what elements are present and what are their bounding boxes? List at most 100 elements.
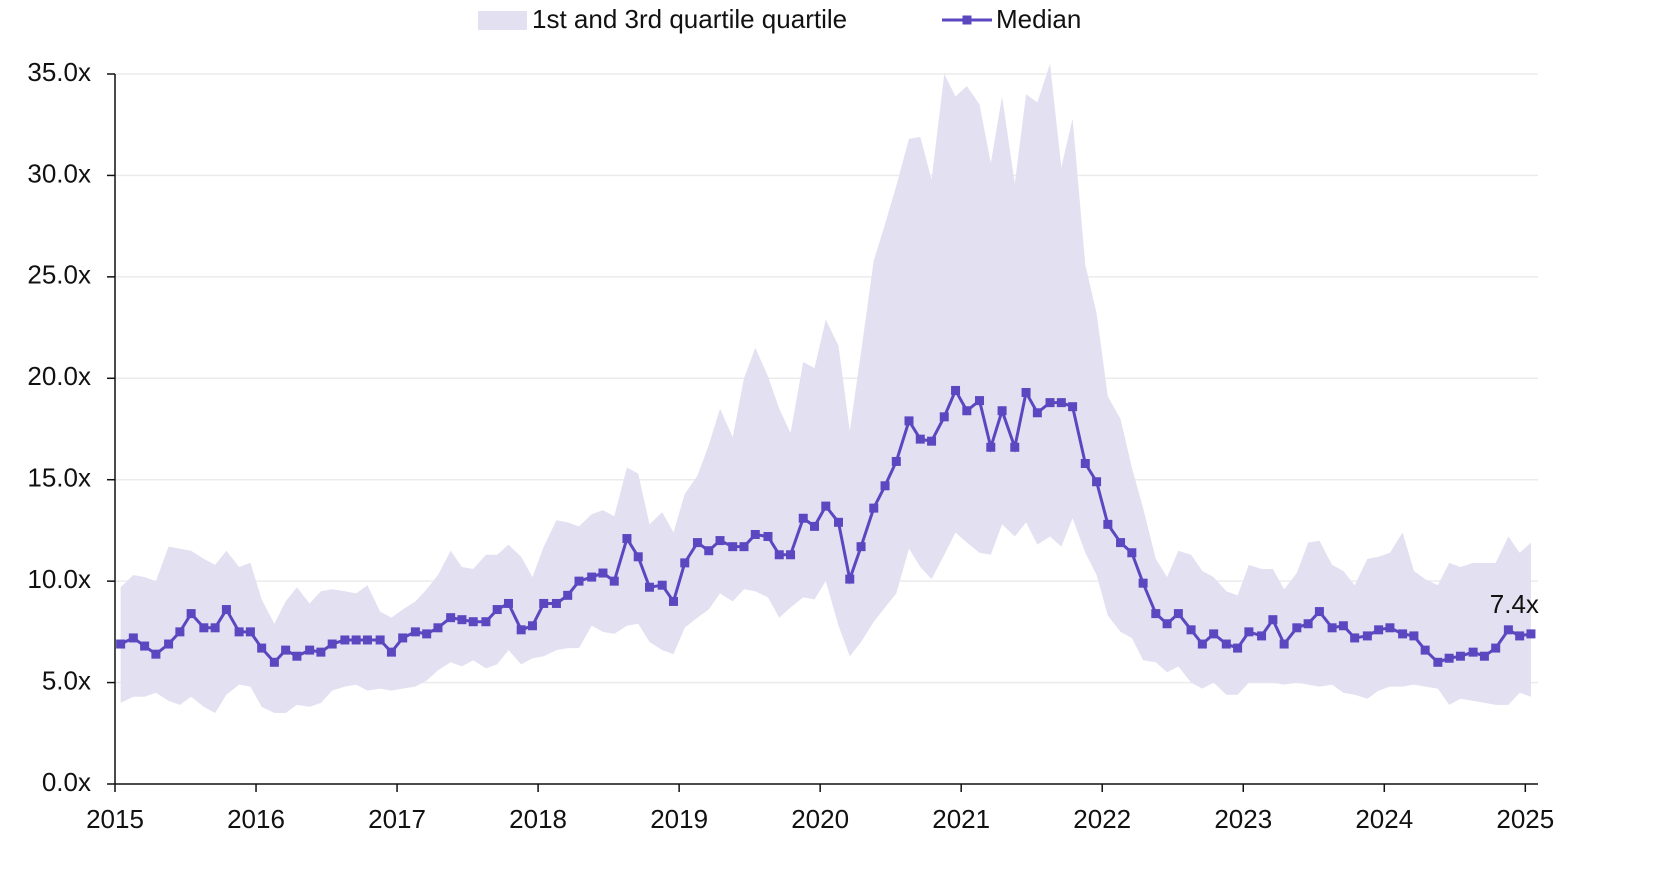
- median-marker: [527, 621, 537, 631]
- median-marker: [1244, 627, 1254, 637]
- median-marker: [1479, 651, 1489, 661]
- median-marker: [492, 605, 502, 615]
- median-marker: [704, 546, 714, 556]
- median-marker: [164, 639, 174, 649]
- median-marker: [539, 598, 549, 608]
- x-tick-label: 2021: [932, 804, 990, 834]
- median-marker: [398, 633, 408, 643]
- median-marker: [481, 617, 491, 627]
- median-marker: [1151, 609, 1161, 619]
- median-marker: [340, 635, 350, 645]
- median-marker: [657, 580, 667, 590]
- median-marker: [375, 635, 385, 645]
- median-marker: [1350, 633, 1360, 643]
- median-marker: [1233, 643, 1243, 653]
- median-marker: [739, 542, 749, 552]
- median-marker: [269, 657, 279, 667]
- median-marker: [728, 542, 738, 552]
- median-marker: [1021, 387, 1031, 397]
- median-marker: [927, 436, 937, 446]
- median-marker: [221, 605, 231, 615]
- median-marker: [1433, 657, 1443, 667]
- median-marker: [986, 442, 996, 452]
- median-marker: [1068, 402, 1078, 412]
- median-marker: [1138, 578, 1148, 588]
- median-marker: [810, 521, 820, 531]
- median-marker: [904, 416, 914, 426]
- median-marker: [915, 434, 925, 444]
- y-tick-label: 25.0x: [27, 260, 91, 290]
- legend-label: Median: [996, 4, 1081, 34]
- median-marker: [1279, 639, 1289, 649]
- median-marker: [763, 532, 773, 542]
- median-marker: [880, 481, 890, 491]
- median-marker: [210, 623, 220, 633]
- median-marker: [750, 529, 760, 539]
- median-marker: [587, 572, 597, 582]
- median-marker: [1221, 639, 1231, 649]
- median-marker: [1056, 398, 1066, 408]
- median-marker: [997, 406, 1007, 416]
- median-marker: [362, 635, 372, 645]
- median-marker: [234, 627, 244, 637]
- median-marker: [1503, 625, 1513, 635]
- x-tick-label: 2020: [791, 804, 849, 834]
- median-marker: [1526, 629, 1536, 639]
- median-marker: [1162, 619, 1172, 629]
- x-tick-label: 2015: [86, 804, 144, 834]
- median-marker: [869, 503, 879, 513]
- x-tick-label: 2016: [227, 804, 285, 834]
- median-marker: [692, 538, 702, 548]
- median-marker: [645, 582, 655, 592]
- legend-label: 1st and 3rd quartile quartile: [532, 4, 847, 34]
- median-marker: [786, 550, 796, 560]
- median-marker: [891, 456, 901, 466]
- x-tick-label: 2023: [1214, 804, 1272, 834]
- median-marker: [257, 643, 267, 653]
- median-marker: [845, 574, 855, 584]
- median-marker: [1173, 609, 1183, 619]
- median-marker: [1420, 645, 1430, 655]
- median-marker: [939, 412, 949, 422]
- median-marker: [1303, 619, 1313, 629]
- median-marker: [151, 649, 161, 659]
- annotation: 7.4x: [1490, 589, 1539, 619]
- median-marker: [1362, 631, 1372, 641]
- median-marker: [386, 647, 396, 657]
- median-marker: [446, 613, 456, 623]
- median-marker: [609, 576, 619, 586]
- median-marker: [1444, 653, 1454, 663]
- median-marker: [798, 513, 808, 523]
- x-tick-label: 2019: [650, 804, 708, 834]
- y-tick-label: 5.0x: [42, 665, 91, 695]
- median-marker: [975, 396, 985, 406]
- median-marker: [1257, 631, 1267, 641]
- x-tick-label: 2018: [509, 804, 567, 834]
- median-marker: [1314, 607, 1324, 617]
- median-marker: [774, 550, 784, 560]
- median-marker: [715, 536, 725, 546]
- median-marker: [503, 598, 513, 608]
- median-marker: [351, 635, 361, 645]
- median-marker: [281, 645, 291, 655]
- legend-swatch: [962, 15, 972, 25]
- y-tick-label: 20.0x: [27, 361, 91, 391]
- median-marker: [1268, 615, 1278, 625]
- median-marker: [1209, 629, 1219, 639]
- median-marker: [951, 385, 961, 395]
- median-marker: [668, 596, 678, 606]
- x-tick-label: 2025: [1496, 804, 1554, 834]
- median-marker: [833, 517, 843, 527]
- quartile-band: [120, 63, 1531, 714]
- median-marker: [1116, 538, 1126, 548]
- median-marker: [1327, 623, 1337, 633]
- median-marker: [622, 534, 632, 544]
- x-tick-label: 2017: [368, 804, 426, 834]
- median-marker: [1455, 651, 1465, 661]
- median-marker: [422, 629, 432, 639]
- y-tick-label: 35.0x: [27, 57, 91, 87]
- median-marker: [1292, 623, 1302, 633]
- median-marker: [1045, 398, 1055, 408]
- median-marker: [680, 558, 690, 568]
